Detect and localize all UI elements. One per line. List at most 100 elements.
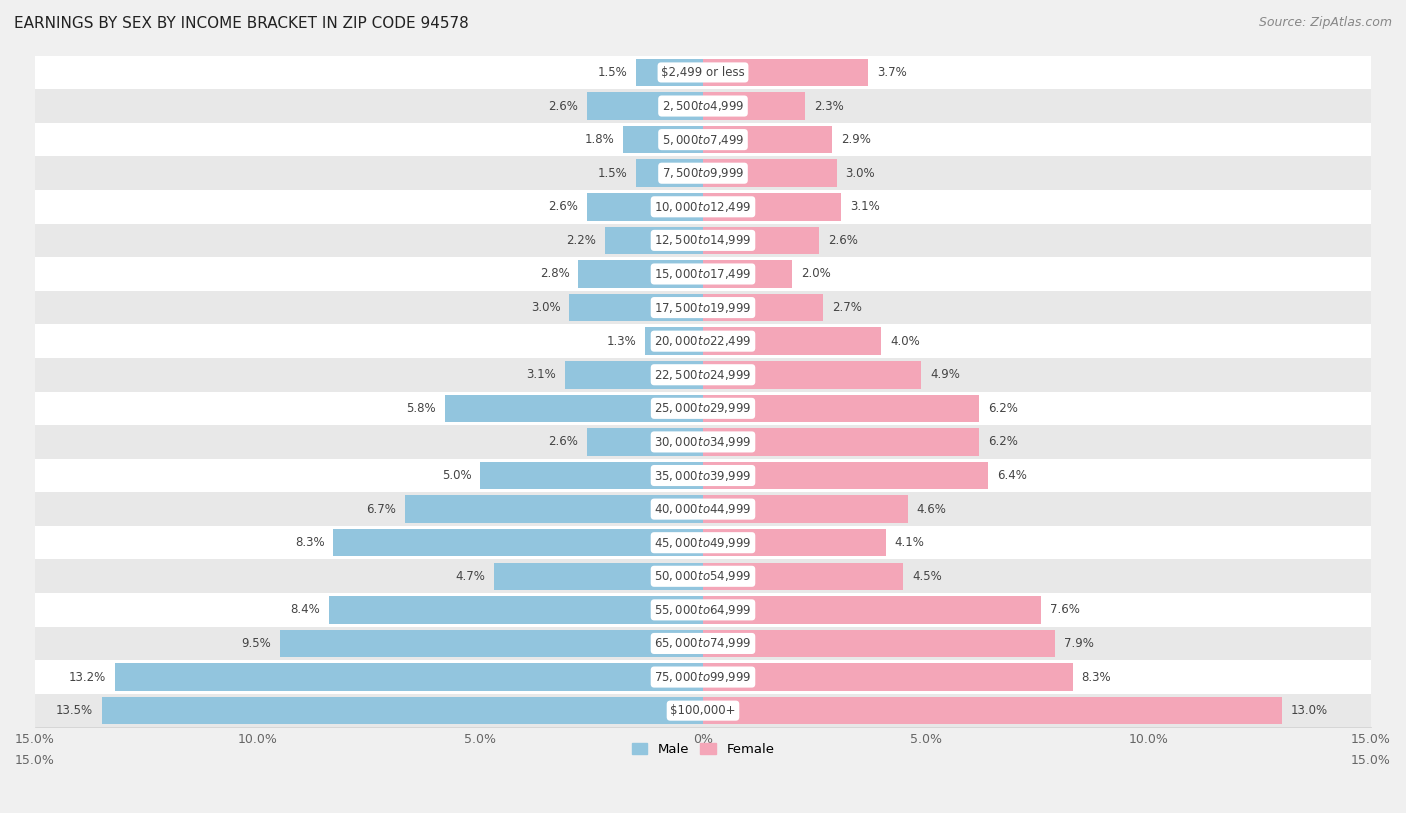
Text: $40,000 to $44,999: $40,000 to $44,999 bbox=[654, 502, 752, 516]
Bar bbox=[333, 529, 703, 556]
Bar bbox=[703, 193, 841, 220]
Bar bbox=[703, 495, 908, 523]
Text: 15.0%: 15.0% bbox=[1351, 754, 1391, 767]
Bar bbox=[703, 126, 832, 154]
Text: 4.7%: 4.7% bbox=[456, 570, 485, 583]
Bar bbox=[703, 596, 1042, 624]
Bar bbox=[703, 630, 1054, 657]
Text: $12,500 to $14,999: $12,500 to $14,999 bbox=[654, 233, 752, 247]
Text: 2.6%: 2.6% bbox=[828, 234, 858, 247]
Bar bbox=[588, 92, 703, 120]
Bar bbox=[481, 462, 703, 489]
Text: 4.1%: 4.1% bbox=[894, 537, 924, 550]
Text: 4.6%: 4.6% bbox=[917, 502, 946, 515]
Bar bbox=[703, 462, 988, 489]
Bar bbox=[588, 193, 703, 220]
Bar bbox=[494, 563, 703, 590]
Text: $20,000 to $22,499: $20,000 to $22,499 bbox=[654, 334, 752, 348]
Text: 1.5%: 1.5% bbox=[598, 66, 627, 79]
Text: 6.2%: 6.2% bbox=[988, 436, 1018, 449]
Bar bbox=[703, 92, 806, 120]
Text: 7.9%: 7.9% bbox=[1064, 637, 1094, 650]
Bar bbox=[405, 495, 703, 523]
Text: $2,500 to $4,999: $2,500 to $4,999 bbox=[662, 99, 744, 113]
Bar bbox=[703, 328, 882, 355]
Text: 1.8%: 1.8% bbox=[583, 133, 614, 146]
Text: 2.6%: 2.6% bbox=[548, 436, 578, 449]
Text: 8.3%: 8.3% bbox=[1081, 671, 1111, 684]
Bar bbox=[444, 394, 703, 422]
Text: 4.0%: 4.0% bbox=[890, 335, 920, 348]
Text: 2.9%: 2.9% bbox=[841, 133, 870, 146]
Text: 9.5%: 9.5% bbox=[242, 637, 271, 650]
Bar bbox=[703, 394, 979, 422]
Bar bbox=[645, 328, 703, 355]
Bar bbox=[35, 627, 1371, 660]
Text: EARNINGS BY SEX BY INCOME BRACKET IN ZIP CODE 94578: EARNINGS BY SEX BY INCOME BRACKET IN ZIP… bbox=[14, 16, 468, 31]
Bar bbox=[703, 361, 921, 389]
Text: 2.0%: 2.0% bbox=[801, 267, 831, 280]
Bar bbox=[329, 596, 703, 624]
Text: 6.2%: 6.2% bbox=[988, 402, 1018, 415]
Bar bbox=[703, 529, 886, 556]
Text: 6.4%: 6.4% bbox=[997, 469, 1026, 482]
Text: 15.0%: 15.0% bbox=[15, 754, 55, 767]
Text: $35,000 to $39,999: $35,000 to $39,999 bbox=[654, 468, 752, 483]
Bar bbox=[703, 59, 868, 86]
Text: 4.9%: 4.9% bbox=[931, 368, 960, 381]
Text: 8.3%: 8.3% bbox=[295, 537, 325, 550]
Bar bbox=[35, 190, 1371, 224]
Text: 13.5%: 13.5% bbox=[56, 704, 93, 717]
Text: 3.1%: 3.1% bbox=[851, 200, 880, 213]
Text: $50,000 to $54,999: $50,000 to $54,999 bbox=[654, 569, 752, 583]
Text: 2.6%: 2.6% bbox=[548, 200, 578, 213]
Text: $10,000 to $12,499: $10,000 to $12,499 bbox=[654, 200, 752, 214]
Text: $5,000 to $7,499: $5,000 to $7,499 bbox=[662, 133, 744, 146]
Text: 5.8%: 5.8% bbox=[406, 402, 436, 415]
Text: $25,000 to $29,999: $25,000 to $29,999 bbox=[654, 402, 752, 415]
Bar bbox=[565, 361, 703, 389]
Bar bbox=[703, 293, 824, 321]
Text: 7.6%: 7.6% bbox=[1050, 603, 1080, 616]
Bar bbox=[35, 156, 1371, 190]
Bar bbox=[578, 260, 703, 288]
Text: $100,000+: $100,000+ bbox=[671, 704, 735, 717]
Bar bbox=[35, 55, 1371, 89]
Text: $2,499 or less: $2,499 or less bbox=[661, 66, 745, 79]
Bar bbox=[35, 291, 1371, 324]
Text: $45,000 to $49,999: $45,000 to $49,999 bbox=[654, 536, 752, 550]
Bar bbox=[101, 697, 703, 724]
Bar bbox=[35, 425, 1371, 459]
Text: $75,000 to $99,999: $75,000 to $99,999 bbox=[654, 670, 752, 684]
Bar bbox=[605, 227, 703, 254]
Bar bbox=[35, 459, 1371, 493]
Text: 13.2%: 13.2% bbox=[69, 671, 107, 684]
Bar bbox=[35, 392, 1371, 425]
Bar bbox=[35, 660, 1371, 693]
Bar bbox=[703, 159, 837, 187]
Text: 1.3%: 1.3% bbox=[606, 335, 636, 348]
Text: 13.0%: 13.0% bbox=[1291, 704, 1329, 717]
Text: 3.1%: 3.1% bbox=[526, 368, 555, 381]
Text: $55,000 to $64,999: $55,000 to $64,999 bbox=[654, 603, 752, 617]
Text: $65,000 to $74,999: $65,000 to $74,999 bbox=[654, 637, 752, 650]
Bar bbox=[35, 89, 1371, 123]
Bar bbox=[588, 428, 703, 456]
Bar bbox=[35, 123, 1371, 156]
Bar bbox=[703, 697, 1282, 724]
Bar bbox=[35, 324, 1371, 358]
Text: 3.0%: 3.0% bbox=[531, 301, 561, 314]
Bar bbox=[703, 227, 818, 254]
Text: 2.3%: 2.3% bbox=[814, 99, 844, 112]
Text: 3.7%: 3.7% bbox=[877, 66, 907, 79]
Bar bbox=[35, 224, 1371, 257]
Text: 2.7%: 2.7% bbox=[832, 301, 862, 314]
Bar bbox=[280, 630, 703, 657]
Bar bbox=[35, 358, 1371, 392]
Bar bbox=[703, 563, 904, 590]
Text: $22,500 to $24,999: $22,500 to $24,999 bbox=[654, 367, 752, 382]
Text: 1.5%: 1.5% bbox=[598, 167, 627, 180]
Bar bbox=[35, 559, 1371, 593]
Bar bbox=[703, 428, 979, 456]
Bar bbox=[35, 257, 1371, 291]
